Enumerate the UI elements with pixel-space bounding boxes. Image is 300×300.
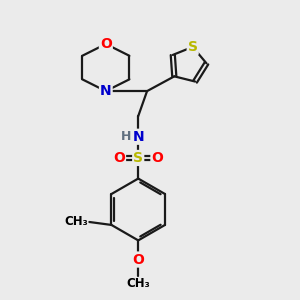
Text: S: S <box>133 151 143 165</box>
Text: H: H <box>121 130 132 143</box>
Text: CH₃: CH₃ <box>126 277 150 290</box>
Text: O: O <box>113 151 125 165</box>
Text: N: N <box>132 130 144 144</box>
Text: O: O <box>152 151 163 165</box>
Text: CH₃: CH₃ <box>64 215 88 229</box>
Text: O: O <box>132 253 144 266</box>
Text: N: N <box>100 84 112 98</box>
Text: O: O <box>100 37 112 51</box>
Text: S: S <box>188 40 198 54</box>
